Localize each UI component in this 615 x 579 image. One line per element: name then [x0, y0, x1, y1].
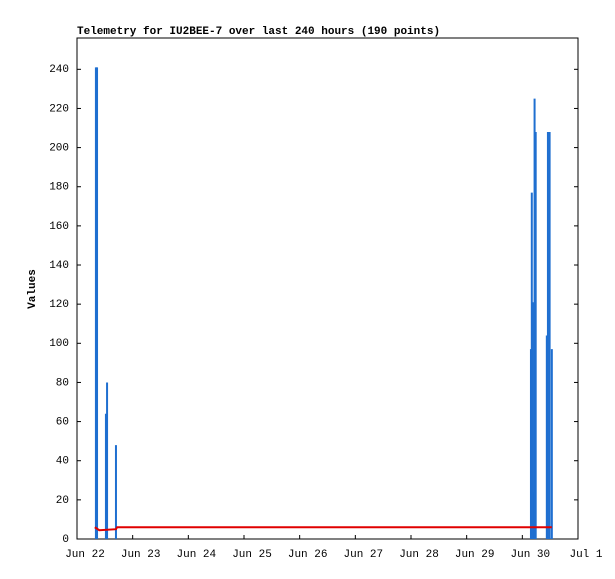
line: [94, 526, 552, 532]
y-tick-label: 120: [49, 299, 69, 311]
y-tick-label: 60: [56, 416, 69, 428]
x-tick-label: Jun 29: [455, 549, 495, 561]
chart-title: Telemetry for IU2BEE-7 over last 240 hou…: [77, 26, 440, 38]
x-tick-label: Jul 1: [569, 549, 602, 561]
y-tick-label: 160: [49, 221, 69, 233]
y-tick-label: 100: [49, 338, 69, 350]
x-tick-label: Jun 28: [399, 549, 439, 561]
y-tick-label: 180: [49, 182, 69, 194]
y-tick-label: 0: [62, 534, 69, 546]
y-tick-label: 20: [56, 495, 69, 507]
x-tick-label: Jun 22: [65, 549, 105, 561]
y-tick-label: 200: [49, 143, 69, 155]
x-tick-label: Jun 23: [121, 549, 161, 561]
x-tick-label: Jun 27: [344, 549, 384, 561]
y-tick-label: 140: [49, 260, 69, 272]
y-axis-label: Values: [27, 269, 39, 309]
plot-frame: [76, 37, 579, 540]
y-tick-label: 80: [56, 377, 69, 389]
x-tick-label: Jun 30: [511, 549, 551, 561]
x-tick-label: Jun 26: [288, 549, 328, 561]
x-tick-label: Jun 25: [232, 549, 272, 561]
y-tick-label: 240: [49, 64, 69, 76]
x-tick-label: Jun 24: [177, 549, 217, 561]
y-tick-label: 220: [49, 103, 69, 115]
y-tick-label: 40: [56, 456, 69, 468]
